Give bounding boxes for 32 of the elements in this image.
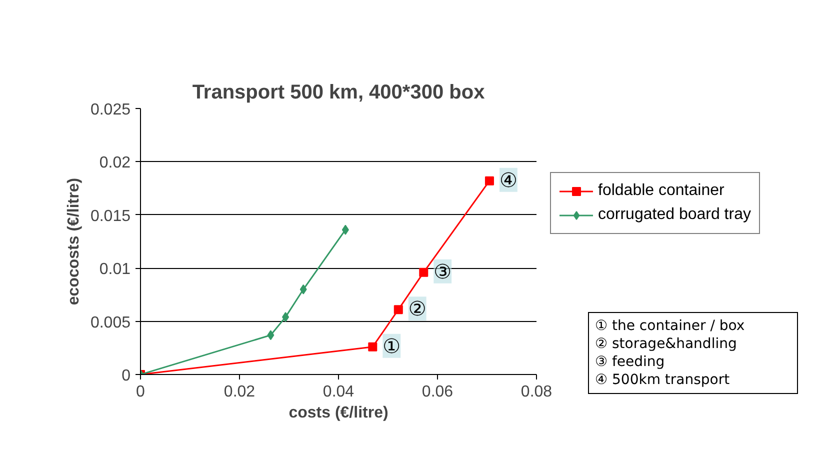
y-tick-label: 0.02: [99, 154, 131, 172]
point: [267, 330, 274, 340]
chart-title: Transport 500 km, 400*300 box: [192, 82, 485, 104]
point: [484, 176, 494, 186]
annotation: ②: [408, 296, 426, 321]
y-tick-label: 0.005: [90, 314, 131, 332]
y-axis-title: ecocosts (€/litre): [65, 178, 82, 306]
point: [419, 268, 428, 277]
x-tick-label: 0.02: [224, 384, 256, 400]
point: [368, 342, 378, 352]
annotation: ①: [382, 334, 401, 358]
point: [342, 224, 349, 235]
x-axis-title: costs (€/litre): [288, 404, 388, 422]
y-tick-label: 0: [122, 368, 131, 384]
text: ④ 500km transport: [595, 372, 730, 388]
text: ② storage&handling: [595, 336, 737, 352]
x-tick-label: 0.06: [422, 384, 454, 400]
x-tick-label: 0.04: [322, 384, 354, 400]
point: [300, 284, 307, 294]
point: [394, 305, 403, 314]
y-tick-label: 0.01: [99, 261, 131, 278]
text: ① the container / box: [595, 318, 745, 334]
legend-label: corrugated board tray: [598, 206, 751, 224]
text: ③ feeding: [595, 354, 665, 370]
x-tick-label: 0: [136, 384, 146, 400]
annotation: ④: [499, 168, 518, 192]
annotation: ③: [434, 259, 452, 284]
legend-label: foldable container: [598, 182, 724, 200]
y-tick-label: 0.015: [90, 208, 131, 225]
y-tick-label: 0.025: [90, 102, 131, 118]
x-tick-label: 0.08: [520, 384, 552, 400]
point: [282, 312, 290, 322]
